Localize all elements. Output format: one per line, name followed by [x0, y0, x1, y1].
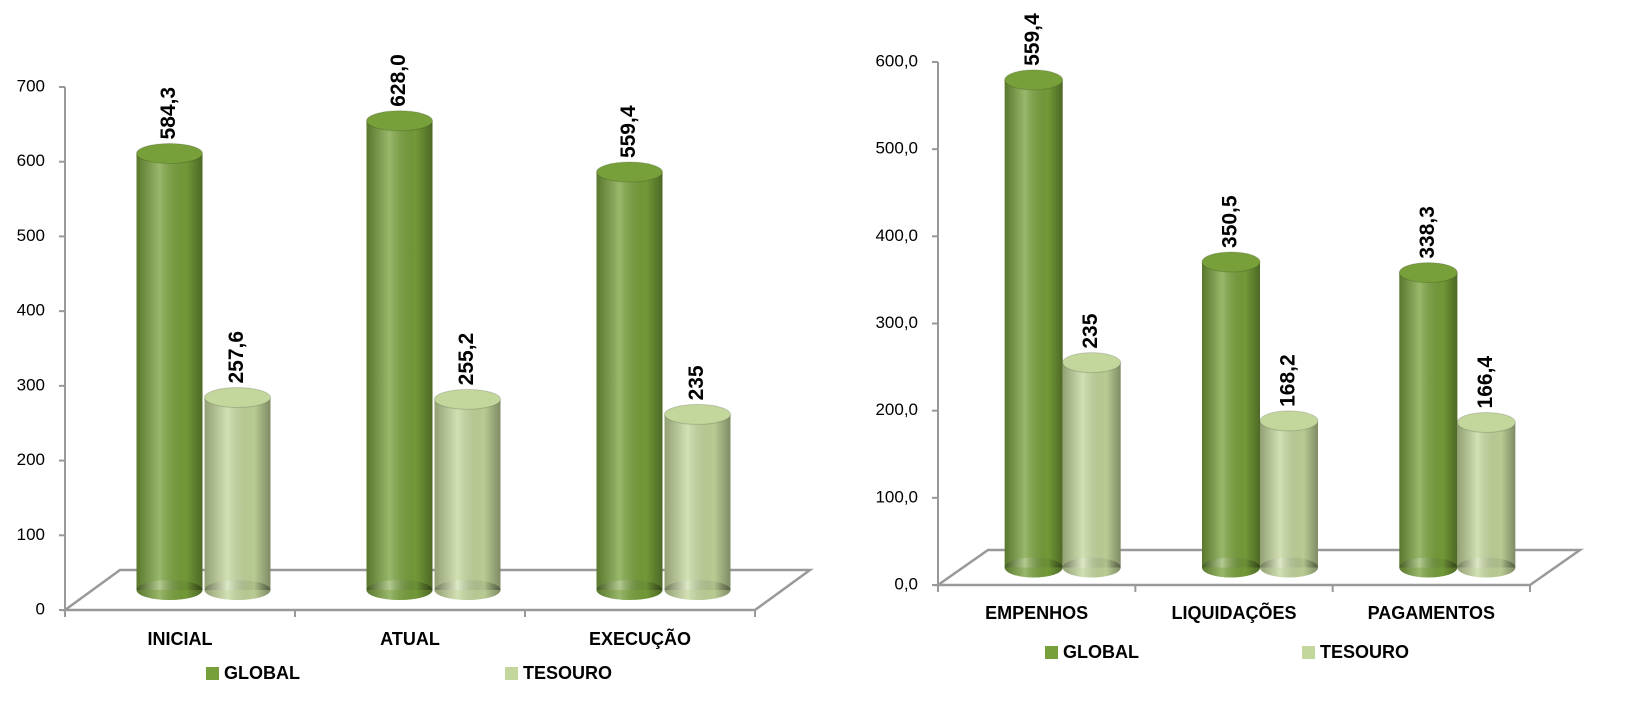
value-label: 559,4: [617, 105, 640, 158]
value-label: 628,0: [387, 54, 410, 107]
cylinder-top: [664, 403, 731, 425]
y-tick-label: 600: [17, 151, 45, 170]
bar-shade: [664, 414, 731, 590]
cylinder: [664, 403, 731, 600]
bar-shade: [1457, 422, 1516, 568]
x-tick-label: EXECUÇÃO: [589, 628, 691, 649]
cylinder: [596, 161, 663, 600]
cylinder-top: [1398, 262, 1458, 284]
y-tick-label: 400,0: [875, 226, 918, 245]
legend-swatch: [1302, 646, 1315, 659]
legend-label: TESOURO: [523, 663, 612, 683]
cylinder: [204, 387, 271, 600]
x-tick-label: ATUAL: [380, 629, 440, 649]
cylinder: [1456, 411, 1516, 578]
y-tick-label: 300: [17, 375, 45, 394]
cylinder: [1259, 410, 1319, 578]
y-tick-label: 200,0: [875, 400, 918, 419]
bar-shade: [1062, 362, 1121, 568]
value-label: 166,4: [1474, 356, 1497, 409]
value-label: 235: [1079, 313, 1102, 348]
value-label: 584,3: [157, 87, 180, 140]
cylinder-top: [1456, 411, 1516, 433]
cylinder-top: [366, 110, 433, 132]
value-label: 168,2: [1277, 354, 1300, 407]
cylinder-top: [1201, 251, 1261, 273]
bar-shade: [366, 120, 433, 591]
y-tick-label: 200: [17, 450, 45, 469]
bar-shade: [204, 397, 271, 590]
y-tick-label: 500: [17, 226, 45, 245]
legend-swatch: [505, 667, 518, 680]
bar-shade: [1202, 261, 1260, 568]
value-label: 235: [685, 365, 708, 400]
y-tick-label: 600,0: [875, 51, 918, 70]
y-tick-label: 700: [17, 76, 45, 95]
cylinder: [366, 110, 433, 600]
cylinder-top: [434, 388, 501, 410]
legend-swatch: [206, 667, 219, 680]
cylinder: [1398, 262, 1458, 578]
x-tick-label: INICIAL: [148, 629, 213, 649]
bar-shade: [596, 172, 663, 590]
x-tick-label: LIQUIDAÇÕES: [1171, 602, 1296, 623]
value-label: 255,2: [455, 333, 478, 386]
bar-shade: [1399, 272, 1458, 568]
cylinder-top: [1004, 69, 1064, 91]
cylinder: [136, 142, 203, 600]
x-tick-label: PAGAMENTOS: [1368, 603, 1495, 623]
bar-shade: [1260, 420, 1318, 568]
bar-shade: [1004, 79, 1063, 568]
y-tick-label: 0,0: [894, 574, 918, 593]
cylinder: [434, 388, 501, 600]
x-tick-label: EMPENHOS: [985, 603, 1088, 623]
y-tick-label: 100,0: [875, 487, 918, 506]
cylinder: [1062, 352, 1122, 578]
bar-shade: [136, 153, 203, 590]
legend-label: GLOBAL: [1063, 642, 1139, 662]
cylinder-top: [1259, 410, 1319, 432]
value-label: 350,5: [1219, 195, 1242, 248]
legend-label: GLOBAL: [224, 663, 300, 683]
y-tick-label: 0: [36, 599, 45, 618]
y-tick-label: 500,0: [875, 139, 918, 158]
y-tick-label: 400: [17, 301, 45, 320]
cylinder-top: [596, 161, 663, 183]
bar-shade: [434, 399, 501, 590]
cylinder-top: [136, 142, 203, 164]
value-label: 338,3: [1416, 206, 1439, 259]
legend-swatch: [1045, 646, 1058, 659]
cylinder-top: [204, 387, 271, 409]
value-label: 559,4: [1021, 13, 1044, 66]
legend-label: TESOURO: [1320, 642, 1409, 662]
cylinder-top: [1062, 352, 1122, 374]
cylinder: [1004, 69, 1064, 578]
cylinder: [1201, 251, 1261, 578]
y-tick-label: 300,0: [875, 313, 918, 332]
value-label: 257,6: [225, 331, 248, 384]
y-tick-label: 100: [17, 525, 45, 544]
